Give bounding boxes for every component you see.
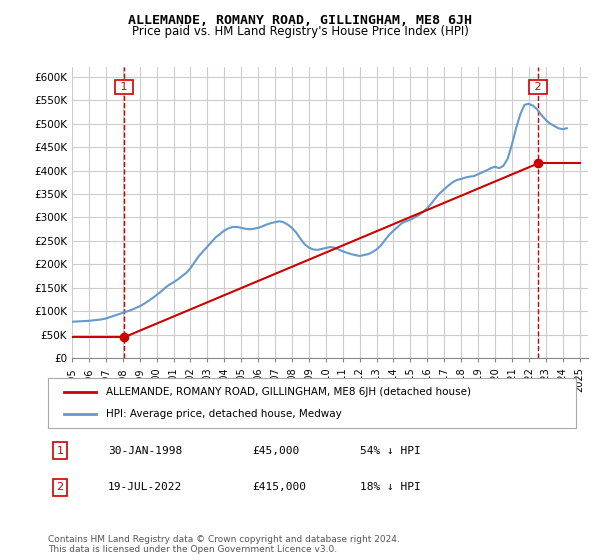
Text: Contains HM Land Registry data © Crown copyright and database right 2024.
This d: Contains HM Land Registry data © Crown c…: [48, 535, 400, 554]
Text: 1: 1: [56, 446, 64, 456]
Text: 54% ↓ HPI: 54% ↓ HPI: [360, 446, 421, 456]
Text: 2: 2: [56, 482, 64, 492]
Text: 1: 1: [117, 82, 131, 92]
Text: 18% ↓ HPI: 18% ↓ HPI: [360, 482, 421, 492]
Text: 2: 2: [531, 82, 545, 92]
Text: 19-JUL-2022: 19-JUL-2022: [108, 482, 182, 492]
Text: Price paid vs. HM Land Registry's House Price Index (HPI): Price paid vs. HM Land Registry's House …: [131, 25, 469, 38]
Text: ALLEMANDE, ROMANY ROAD, GILLINGHAM, ME8 6JH: ALLEMANDE, ROMANY ROAD, GILLINGHAM, ME8 …: [128, 14, 472, 27]
Text: £415,000: £415,000: [252, 482, 306, 492]
Text: ALLEMANDE, ROMANY ROAD, GILLINGHAM, ME8 6JH (detached house): ALLEMANDE, ROMANY ROAD, GILLINGHAM, ME8 …: [106, 387, 471, 397]
Text: 30-JAN-1998: 30-JAN-1998: [108, 446, 182, 456]
Text: HPI: Average price, detached house, Medway: HPI: Average price, detached house, Medw…: [106, 409, 342, 419]
Text: £45,000: £45,000: [252, 446, 299, 456]
